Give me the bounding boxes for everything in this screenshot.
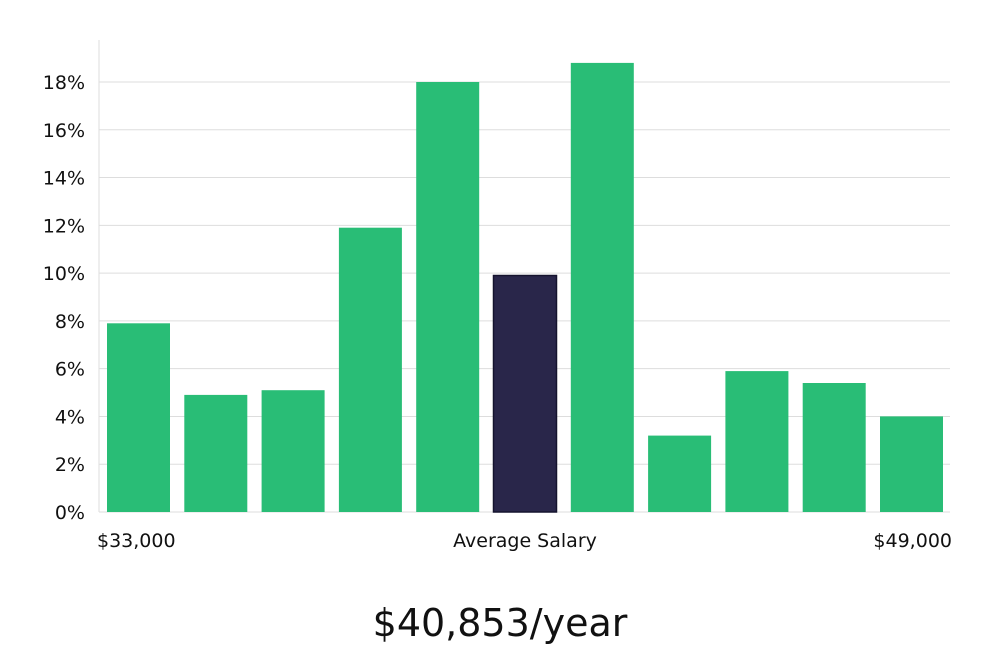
x-axis-start-label: $33,000 — [97, 530, 176, 552]
bars — [107, 62, 943, 513]
bar — [570, 62, 634, 513]
bar-average-highlight — [492, 274, 558, 513]
y-tick-label: 4% — [55, 406, 85, 428]
y-tick-label: 8% — [55, 311, 85, 333]
bar — [880, 416, 943, 512]
bar — [261, 390, 325, 512]
y-tick-label: 6% — [55, 359, 85, 381]
y-tick-label: 14% — [43, 168, 85, 190]
salary-histogram: 0% 2% 4% 6% 8% 10% 12% 14% 16% 18% $33,000 Averag… — [43, 40, 952, 552]
bar — [802, 383, 866, 512]
y-tick-label: 16% — [43, 120, 85, 142]
average-salary-value: $40,853/year — [372, 601, 628, 645]
y-tick-label: 18% — [43, 72, 85, 94]
bar — [725, 371, 789, 512]
bar — [107, 323, 170, 512]
y-axis-ticks: 0% 2% 4% 6% 8% 10% 12% 14% 16% 18% — [43, 72, 85, 524]
y-tick-label: 12% — [43, 215, 85, 237]
x-axis-end-label: $49,000 — [873, 530, 952, 552]
bar — [184, 394, 248, 512]
y-tick-label: 10% — [43, 263, 85, 285]
bar — [416, 82, 480, 512]
bar — [648, 435, 712, 512]
y-tick-label: 0% — [55, 502, 85, 524]
y-tick-label: 2% — [55, 454, 85, 476]
x-axis-title: Average Salary — [453, 530, 597, 552]
bar — [338, 227, 402, 512]
